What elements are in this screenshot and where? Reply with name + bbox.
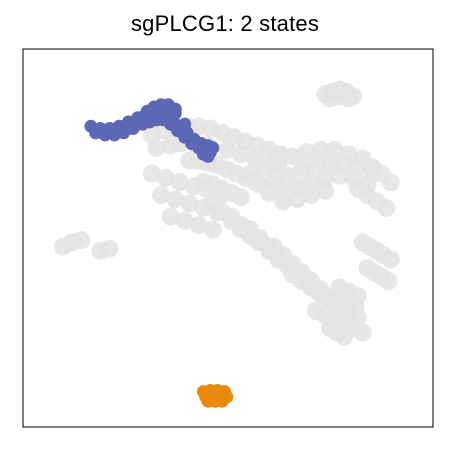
state-1-point — [187, 134, 201, 148]
state-2-point — [215, 394, 229, 408]
background-point — [203, 220, 222, 239]
background-point — [152, 186, 171, 204]
state-1-point — [168, 106, 182, 120]
background-cluster-point — [339, 89, 358, 108]
background-point — [320, 153, 339, 172]
background-point — [72, 231, 91, 250]
background-point — [217, 140, 236, 159]
background-point — [297, 143, 316, 162]
background-point — [330, 166, 349, 185]
background-point — [231, 188, 250, 207]
background-point — [274, 192, 293, 211]
background-point — [166, 190, 185, 209]
background-point — [194, 198, 213, 217]
state-1-point — [98, 128, 112, 142]
background-point — [161, 207, 180, 226]
background-point — [379, 272, 398, 290]
background-point — [353, 323, 372, 342]
background-point — [156, 168, 175, 187]
background-point — [335, 327, 353, 346]
background-point — [213, 186, 232, 204]
background-point — [346, 297, 365, 316]
background-point — [208, 203, 227, 222]
background-point — [292, 160, 311, 179]
background-point — [288, 190, 307, 209]
background-point — [255, 158, 274, 177]
background-point — [377, 198, 396, 217]
background-point — [302, 173, 321, 192]
background-point — [231, 145, 250, 164]
background-point — [311, 140, 330, 159]
background-point — [381, 173, 400, 192]
background-point — [180, 194, 199, 213]
background-point — [302, 186, 321, 204]
background-point — [171, 173, 189, 192]
state-1-point — [150, 102, 163, 116]
background-point — [185, 177, 203, 196]
background-point — [269, 153, 288, 172]
state-1-point — [201, 149, 215, 163]
points-layer — [53, 80, 400, 408]
background-point — [199, 181, 218, 200]
background-point — [260, 183, 278, 202]
background-point — [100, 239, 119, 258]
background-point — [381, 250, 400, 269]
state-1-point — [178, 117, 192, 131]
background-point — [316, 181, 335, 200]
background-point — [316, 168, 335, 187]
background-point — [142, 164, 161, 183]
background-point — [147, 138, 166, 157]
background-point — [283, 147, 302, 166]
background-point — [306, 156, 325, 174]
background-point — [288, 177, 307, 196]
background-point — [189, 216, 208, 235]
chart-title: sgPLCG1: 2 states — [130, 11, 320, 36]
background-point — [175, 211, 194, 230]
